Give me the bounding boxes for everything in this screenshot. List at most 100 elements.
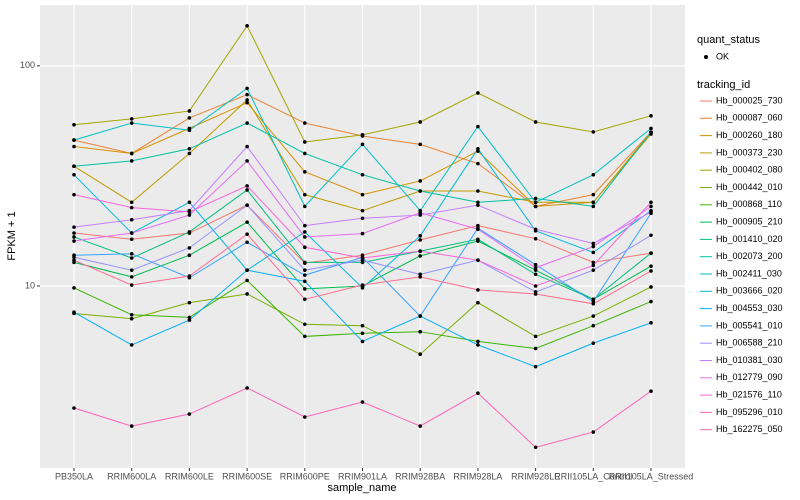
- data-point: [187, 146, 192, 151]
- data-point: [303, 121, 307, 125]
- data-point: [303, 322, 307, 327]
- data-point: [533, 196, 538, 201]
- data-point: [533, 284, 538, 288]
- legend-label: Hb_000260_180: [716, 130, 783, 140]
- data-point: [72, 310, 76, 315]
- data-point: [245, 220, 249, 224]
- data-point: [303, 140, 307, 144]
- data-point: [360, 400, 365, 404]
- data-point: [533, 272, 538, 277]
- data-point: [129, 275, 134, 279]
- data-point: [591, 268, 596, 272]
- data-point: [360, 331, 365, 336]
- data-point: [360, 192, 365, 197]
- data-point: [303, 334, 307, 339]
- data-point: [591, 250, 596, 255]
- data-point: [476, 237, 480, 242]
- data-point: [591, 200, 596, 205]
- data-point: [476, 146, 480, 151]
- legend-label: Hb_021576_110: [716, 389, 782, 399]
- data-point: [591, 192, 596, 197]
- data-point: [533, 364, 538, 369]
- data-point: [129, 151, 134, 156]
- data-point: [72, 172, 76, 177]
- data-point: [360, 323, 365, 328]
- data-point: [72, 235, 76, 239]
- data-point: [418, 189, 423, 193]
- data-point: [476, 339, 480, 344]
- data-point: [245, 188, 249, 192]
- data-point: [303, 235, 307, 239]
- data-point: [533, 265, 538, 270]
- data-point: [360, 208, 365, 213]
- data-point: [187, 318, 192, 322]
- data-point: [129, 159, 134, 163]
- x-tick-label: RRIM928LA: [453, 471, 502, 481]
- legend-title: tracking_id: [697, 79, 750, 91]
- data-point: [72, 164, 76, 169]
- legend-label: OK: [716, 51, 729, 61]
- legend-label: Hb_010381_030: [716, 355, 783, 365]
- legend-label: Hb_002073_200: [716, 251, 783, 261]
- data-point: [245, 144, 249, 149]
- data-point: [72, 225, 76, 229]
- data-point: [591, 341, 596, 345]
- data-point: [649, 264, 653, 269]
- x-tick-label: RRIM928LE: [511, 471, 560, 481]
- legend-label: Hb_000442_010: [716, 182, 783, 192]
- legend-label: Hb_000087_060: [716, 113, 783, 123]
- data-point: [649, 204, 653, 209]
- data-point: [649, 321, 653, 325]
- data-point: [591, 302, 596, 306]
- data-point: [187, 315, 192, 320]
- data-point: [649, 269, 653, 273]
- legend-label: Hb_004553_030: [716, 303, 783, 313]
- data-point: [303, 279, 307, 284]
- legend-label: Hb_012779_090: [716, 372, 783, 382]
- data-point: [187, 151, 192, 156]
- data-point: [591, 204, 596, 209]
- data-point: [303, 151, 307, 156]
- data-point: [418, 179, 423, 183]
- data-point: [418, 275, 423, 279]
- data-point: [418, 272, 423, 277]
- legend-label: Hb_000868_110: [716, 199, 782, 209]
- legend-label: Hb_001410_020: [716, 234, 783, 244]
- legend-key: [704, 55, 708, 59]
- data-point: [591, 244, 596, 249]
- data-point: [533, 346, 538, 351]
- data-point: [418, 424, 423, 428]
- data-point: [245, 203, 249, 207]
- y-axis-label: FPKM + 1: [6, 211, 18, 260]
- data-point: [245, 386, 249, 390]
- x-tick-label: RRIM901LA: [338, 471, 387, 481]
- legend-label: Hb_000025_730: [716, 95, 783, 105]
- legend-label: Hb_006588_210: [716, 338, 783, 348]
- data-point: [533, 334, 538, 339]
- data-point: [129, 217, 134, 222]
- data-point: [303, 297, 307, 302]
- data-point: [649, 114, 653, 118]
- data-point: [245, 268, 249, 272]
- data-point: [245, 184, 249, 188]
- x-tick-label: RRIM600SE: [222, 471, 272, 481]
- legend-title: quant_status: [697, 34, 760, 46]
- data-point: [72, 255, 76, 260]
- data-point: [129, 237, 134, 242]
- data-point: [72, 258, 76, 262]
- data-point: [418, 329, 423, 334]
- data-point: [533, 200, 538, 205]
- data-point: [649, 233, 653, 238]
- data-point: [649, 126, 653, 131]
- data-point: [533, 120, 538, 124]
- data-point: [129, 343, 134, 347]
- data-point: [129, 424, 134, 428]
- data-point: [418, 238, 423, 242]
- data-point: [591, 241, 596, 246]
- x-tick-label: PB350LA: [55, 471, 93, 481]
- data-point: [649, 389, 653, 393]
- y-tick-label: 10: [25, 280, 35, 290]
- data-point: [418, 142, 423, 147]
- data-point: [360, 142, 365, 147]
